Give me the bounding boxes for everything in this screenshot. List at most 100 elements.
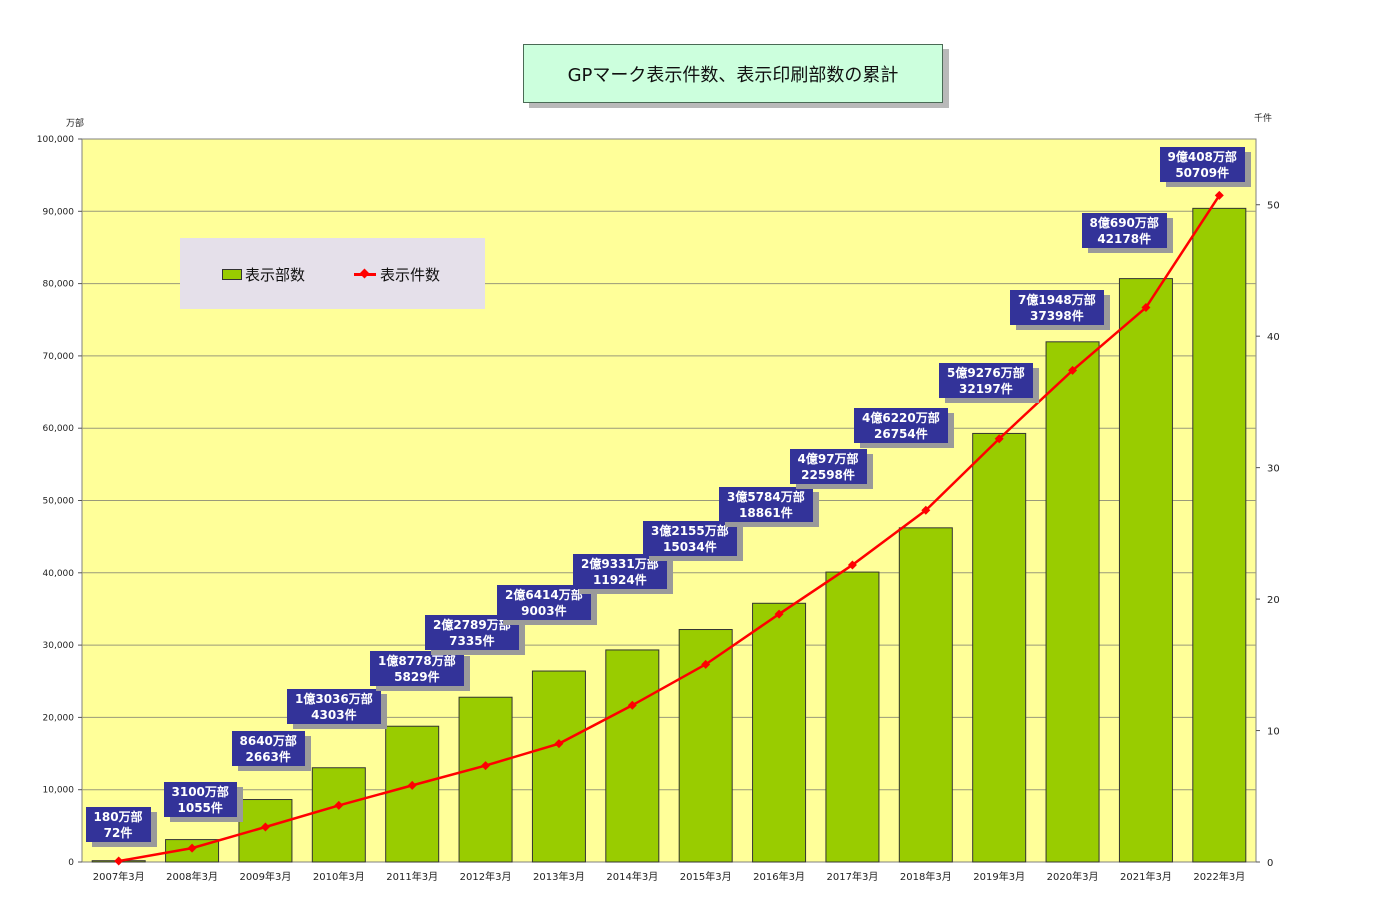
data-label-copies: 1億8778万部: [378, 653, 456, 668]
data-label-count: 2663件: [245, 749, 291, 764]
legend-bars-label: 表示部数: [245, 266, 306, 284]
data-label: 8640万部 2663件: [231, 730, 305, 766]
line-point: [1141, 303, 1151, 313]
data-label-count: 11924件: [593, 572, 647, 587]
data-label-count: 26754件: [874, 426, 928, 441]
legend-line-label: 表示件数: [380, 266, 441, 284]
data-label-count: 50709件: [1175, 165, 1230, 180]
bar: [1192, 207, 1247, 863]
data-label-copies: 2億2789万部: [433, 617, 511, 632]
legend-item-line: 表示件数: [354, 264, 440, 285]
data-label-count: 32197件: [959, 381, 1013, 396]
bar: [1045, 341, 1100, 863]
data-label: 8億690万部 42178件: [1081, 212, 1167, 248]
legend: 表示部数 表示件数: [180, 238, 485, 309]
data-label-count: 1055件: [177, 800, 223, 815]
left-axis-tick-label: 50,000: [43, 497, 75, 507]
data-label: 3億5784万部 18861件: [719, 486, 813, 522]
data-label-copies: 8億690万部: [1089, 215, 1159, 230]
left-axis-tick-label: 40,000: [43, 569, 75, 579]
x-axis-tick-label: 2009年3月: [240, 870, 292, 883]
line-point: [1068, 365, 1078, 375]
data-label-copies: 5億9276万部: [947, 365, 1025, 380]
data-label-count: 22598件: [801, 467, 855, 482]
left-axis-unit: 万部: [66, 119, 85, 129]
line-point: [774, 609, 784, 619]
left-axis-tick-label: 20,000: [43, 713, 75, 723]
line-point: [260, 822, 270, 832]
left-axis-tick-label: 0: [68, 858, 74, 868]
bar: [972, 432, 1027, 863]
data-label-count: 18861件: [739, 505, 793, 520]
data-label: 4億6220万部 26754件: [854, 407, 948, 443]
data-label-count: 15034件: [663, 539, 717, 554]
line-point: [921, 505, 931, 515]
bar: [825, 571, 880, 863]
data-label: 1億8778万部 5829件: [370, 650, 464, 686]
bar: [311, 767, 366, 863]
x-axis-tick-label: 2013年3月: [533, 870, 585, 883]
x-axis-tick-label: 2007年3月: [93, 870, 145, 883]
left-axis-tick-label: 10,000: [43, 786, 75, 796]
x-axis-tick-label: 2011年3月: [386, 870, 438, 883]
line-point: [334, 800, 344, 810]
data-label-copies: 1億3036万部: [295, 691, 373, 706]
right-axis-tick-label: 20: [1267, 595, 1280, 606]
data-label-copies: 4億97万部: [797, 451, 859, 466]
left-axis-tick-label: 100,000: [37, 135, 74, 145]
data-label: 9億408万部 50709件: [1159, 146, 1245, 182]
bar: [752, 602, 807, 863]
bar: [898, 527, 953, 863]
bar: [531, 670, 586, 863]
data-label-copies: 3100万部: [171, 784, 229, 799]
data-label-copies: 3億5784万部: [727, 489, 805, 504]
x-axis-tick-label: 2020年3月: [1047, 870, 1099, 883]
x-axis-tick-label: 2018年3月: [900, 870, 952, 883]
right-axis-unit: 千件: [1254, 114, 1273, 124]
line-series: [118, 194, 1221, 863]
right-axis-tick-label: 10: [1267, 727, 1280, 738]
x-axis-tick-label: 2014年3月: [606, 870, 658, 883]
x-axis-tick-label: 2008年3月: [166, 870, 218, 883]
line-point: [187, 843, 197, 853]
bar: [458, 696, 513, 863]
data-label-count: 4303件: [311, 707, 357, 722]
data-label: 3億2155万部 15034件: [643, 520, 737, 556]
bar: [605, 649, 660, 863]
data-label-copies: 3億2155万部: [651, 523, 729, 538]
data-label: 3100万部 1055件: [163, 781, 237, 817]
left-axis-tick-label: 30,000: [43, 641, 75, 651]
x-axis-tick-label: 2021年3月: [1120, 870, 1172, 883]
data-label-copies: 2億6414万部: [505, 587, 583, 602]
line-point: [994, 434, 1004, 444]
data-label: 2億2789万部 7335件: [425, 614, 519, 650]
legend-line-marker-icon: [354, 273, 376, 276]
bar: [385, 725, 440, 863]
data-label-count: 5829件: [394, 669, 440, 684]
line-point: [701, 659, 711, 669]
data-label: 7億1948万部 37398件: [1010, 289, 1104, 325]
line-point: [847, 560, 857, 570]
x-axis-tick-label: 2016年3月: [753, 870, 805, 883]
data-label-copies: 8640万部: [239, 733, 297, 748]
data-label-copies: 4億6220万部: [862, 410, 940, 425]
right-axis-tick-label: 0: [1267, 858, 1273, 869]
data-label: 4億97万部 22598件: [789, 448, 867, 484]
data-label-count: 37398件: [1030, 308, 1084, 323]
line-point: [627, 700, 637, 710]
left-axis-tick-label: 90,000: [43, 207, 75, 217]
x-axis-tick-label: 2019年3月: [973, 870, 1025, 883]
line-point: [114, 856, 124, 866]
right-axis-tick-label: 40: [1267, 332, 1280, 343]
data-label: 5億9276万部 32197件: [939, 362, 1033, 398]
data-label-count: 9003件: [521, 603, 567, 618]
line-point: [1214, 190, 1224, 200]
data-label-copies: 2億9331万部: [581, 556, 659, 571]
data-label-copies: 7億1948万部: [1018, 292, 1096, 307]
x-axis-tick-label: 2012年3月: [460, 870, 512, 883]
chart-title: GPマーク表示件数、表示印刷部数の累計: [523, 44, 943, 103]
data-label: 2億9331万部 11924件: [573, 553, 667, 589]
left-axis-tick-label: 60,000: [43, 424, 75, 434]
left-axis-tick-label: 80,000: [43, 280, 75, 290]
